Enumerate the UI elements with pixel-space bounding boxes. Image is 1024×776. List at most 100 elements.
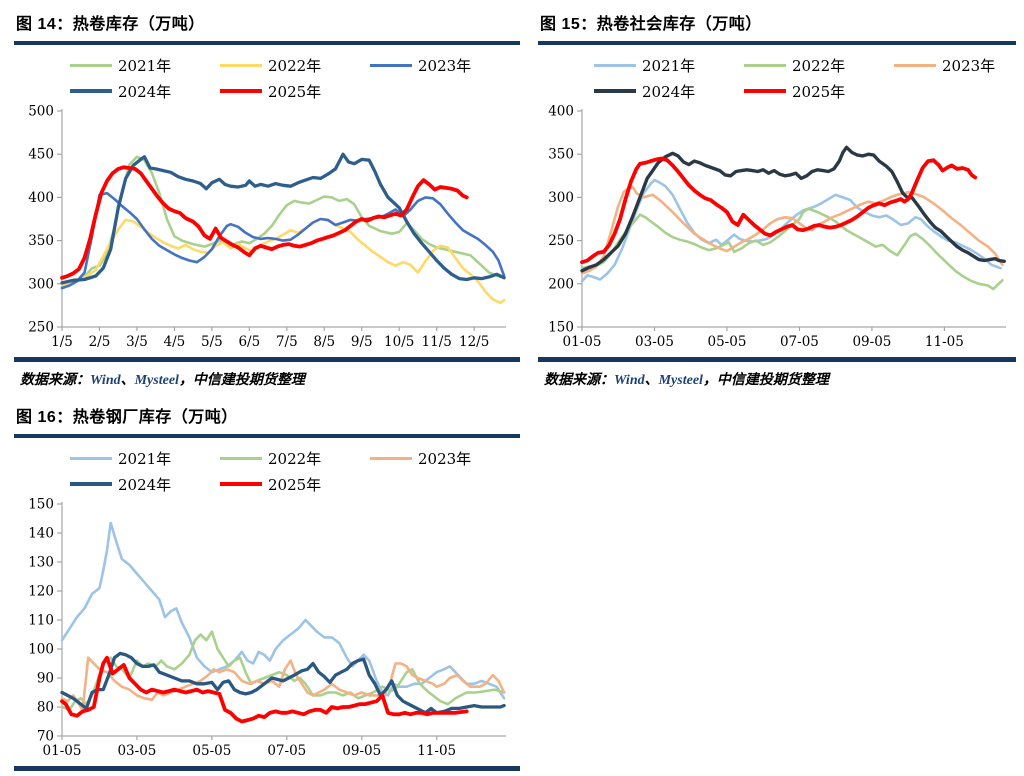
legend-swatch [594, 63, 636, 67]
y-tick-label: 150 [548, 320, 574, 336]
figure-16-title-rule [14, 434, 520, 438]
series-line-2025年 [580, 156, 978, 265]
legend-swatch [744, 89, 786, 93]
legend-swatch [220, 63, 262, 67]
source-mysteel: Mysteel [134, 373, 179, 388]
series-line-2021年 [580, 178, 1002, 283]
source-caesura: 、 [120, 373, 135, 388]
x-tick-label: 5/5 [201, 334, 223, 350]
legend-item: 2023年 [370, 448, 520, 468]
x-tick-label: 05-05 [707, 334, 746, 350]
y-tick-label: 300 [28, 276, 54, 292]
legend-item: 2021年 [594, 55, 744, 75]
figure-14-title-rule [14, 41, 520, 45]
legend-label: 2022年 [792, 56, 846, 75]
y-tick-label: 200 [548, 276, 574, 292]
series-line-2021年 [60, 521, 506, 700]
legend-item: 2024年 [70, 474, 220, 494]
legend-swatch [370, 456, 412, 460]
y-tick-label: 250 [548, 233, 574, 249]
y-tick-label: 400 [548, 104, 574, 120]
legend-swatch [894, 63, 936, 67]
source-suffix: ，中信建投期货整理 [178, 373, 305, 388]
x-tick-label: 05-05 [192, 743, 231, 759]
legend-label: 2022年 [268, 56, 322, 75]
y-tick-label: 80 [37, 700, 54, 716]
series-line-2022年 [60, 217, 506, 305]
legend-label: 2021年 [642, 56, 696, 75]
legend-label: 2024年 [118, 82, 172, 101]
y-tick-label: 70 [37, 729, 54, 745]
series-line-2022年 [580, 207, 1004, 291]
figure-14-chart-box: 250 300 350 400 450 500 1/5 2/5 3/5 4/5 5/5 6/5 7/5 8… [14, 103, 520, 355]
legend-label: 2023年 [418, 449, 472, 468]
source-suffix: ，中信建投期货整理 [702, 373, 829, 388]
source-prefix: 数据来源： [544, 373, 614, 388]
series-line-2021年 [60, 155, 502, 288]
figure-15-source: 数据来源：Wind、Mysteel，中信建投期货整理 [544, 369, 1016, 389]
figure-16-bottom-rule [14, 766, 520, 771]
series-line-2025年 [60, 655, 469, 724]
legend-swatch [220, 89, 262, 93]
legend-item: 2022年 [744, 55, 894, 75]
line-chart-hot-coil-social-inventory: 150 200 250 300 350 400 01-05 03-05 05-05 07-05 09… [548, 104, 1006, 350]
series-line-2024年 [60, 152, 506, 285]
x-tick-label: 01-05 [563, 334, 602, 350]
legend-swatch [220, 482, 262, 486]
legend-swatch [370, 63, 412, 67]
legend-label: 2025年 [268, 475, 322, 494]
legend-swatch [70, 456, 112, 460]
figure-15-bottom-rule [538, 357, 1016, 362]
x-tick-label: 6/5 [238, 334, 260, 350]
y-tick-label: 500 [28, 104, 54, 120]
y-tick-label: 150 [28, 497, 54, 513]
series-line-2024年 [60, 651, 506, 715]
y-tick-label: 400 [28, 190, 54, 206]
figure-15: 图 15：热卷社会库存（万吨） 2021年 2022年 2023年 2024年 2025… [538, 6, 1016, 397]
x-tick-label: 3/5 [126, 334, 148, 350]
x-tick-label: 8/5 [313, 334, 335, 350]
legend-item: 2025年 [220, 81, 370, 101]
y-tick-label: 450 [28, 147, 54, 163]
legend-label: 2023年 [418, 56, 472, 75]
x-tick-label: 11/5 [422, 334, 452, 350]
legend-swatch [594, 89, 636, 93]
legend-label: 2022年 [268, 449, 322, 468]
y-tick-label: 140 [28, 526, 54, 542]
y-tick-label: 250 [28, 320, 54, 336]
x-tick-label: 09-05 [342, 743, 381, 759]
figure-14-title: 图 14：热卷库存（万吨） [16, 16, 205, 33]
line-chart-hot-coil-inventory: 250 300 350 400 450 500 1/5 2/5 3/5 4/5 5/5 6/5 7/5 8… [28, 104, 506, 350]
figure-15-title: 图 15：热卷社会库存（万吨） [540, 16, 762, 33]
x-tick-label: 07-05 [780, 334, 819, 350]
legend-label: 2025年 [792, 82, 846, 101]
legend-label: 2025年 [268, 82, 322, 101]
legend-item: 2025年 [744, 81, 894, 101]
x-tick-label: 09-05 [852, 334, 891, 350]
legend-label: 2023年 [942, 56, 996, 75]
y-tick-label: 110 [28, 613, 54, 629]
y-tick-label: 120 [28, 584, 54, 600]
legend-item: 2021年 [70, 55, 220, 75]
legend-label: 2024年 [642, 82, 696, 101]
legend-item: 2022年 [220, 55, 370, 75]
legend-item: 2024年 [70, 81, 220, 101]
x-tick-label: 11-05 [925, 334, 964, 350]
figure-14-source: 数据来源：Wind、Mysteel，中信建投期货整理 [20, 369, 520, 389]
figure-16: 图 16：热卷钢厂库存（万吨） 2021年 2022年 2023年 2024年 2025… [14, 399, 538, 776]
y-tick-label: 300 [548, 190, 574, 206]
x-tick-label: 12/5 [459, 334, 489, 350]
figure-14-legend: 2021年 2022年 2023年 2024年 2025年 [70, 55, 520, 101]
legend-label: 2024年 [118, 475, 172, 494]
source-wind: Wind [90, 373, 121, 388]
legend-swatch [70, 89, 112, 93]
y-tick-label: 350 [548, 147, 574, 163]
legend-item: 2023年 [894, 55, 1024, 75]
series-line-2025年 [60, 165, 469, 280]
legend-swatch [220, 456, 262, 460]
figure-15-title-rule [538, 41, 1016, 45]
source-caesura: 、 [644, 373, 659, 388]
x-tick-label: 03-05 [117, 743, 156, 759]
y-tick-label: 350 [28, 233, 54, 249]
